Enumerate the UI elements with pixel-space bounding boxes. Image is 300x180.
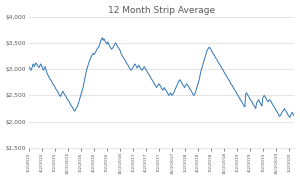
Title: 12 Month Strip Average: 12 Month Strip Average	[108, 6, 215, 15]
